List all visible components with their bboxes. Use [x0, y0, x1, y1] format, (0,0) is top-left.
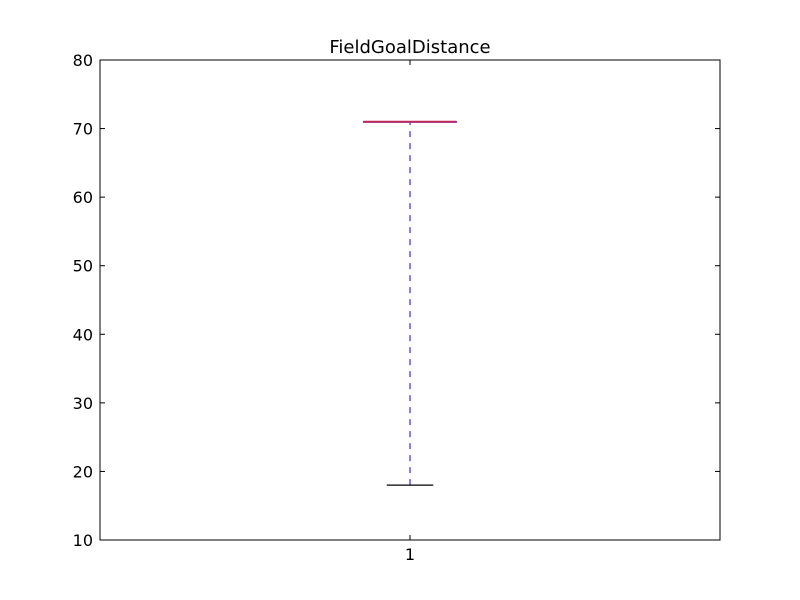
- y-tick-label: 70: [73, 120, 93, 139]
- plot-area: [362, 120, 458, 486]
- x-axis: 1: [405, 60, 415, 564]
- y-tick-label: 10: [73, 531, 93, 550]
- y-tick-label: 60: [73, 188, 93, 207]
- y-tick-label: 80: [73, 51, 93, 70]
- y-tick-label: 30: [73, 394, 93, 413]
- plot-frame: [99, 59, 721, 541]
- y-tick-label: 40: [73, 325, 93, 344]
- y-axis: 10 20 30 40 50 60 70 80: [73, 51, 720, 550]
- x-tick-label: 1: [405, 545, 415, 564]
- chart-title: FieldGoalDistance: [329, 37, 490, 58]
- y-tick-label: 20: [73, 462, 93, 481]
- y-tick-label: 50: [73, 257, 93, 276]
